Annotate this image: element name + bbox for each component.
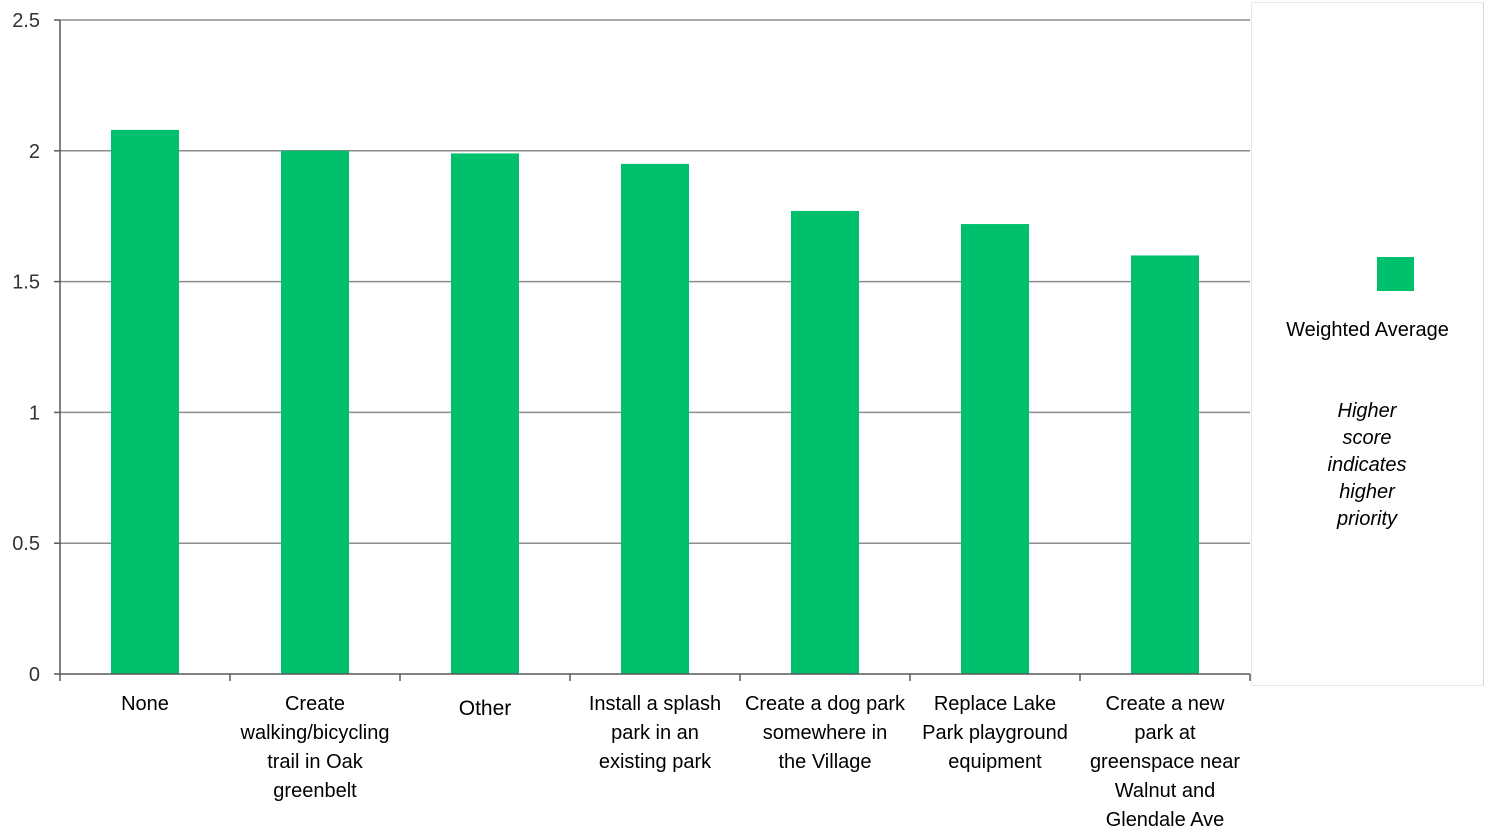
- x-tick-label: Create a new park at greenspace near Walnut…: [1080, 690, 1250, 835]
- y-tick-label: 1.5: [12, 272, 40, 294]
- x-tick-label-line: park at: [1134, 722, 1196, 744]
- y-tick-label: 0.5: [12, 533, 40, 555]
- bar: [281, 150, 349, 675]
- axes: [54, 19, 1251, 681]
- legend-note: Higher score indicates higher priority: [1327, 400, 1407, 530]
- x-tick-label-line: Create a new: [1105, 693, 1225, 715]
- bar: [961, 224, 1029, 674]
- x-tick-label-line: greenbelt: [273, 780, 357, 802]
- bar: [621, 163, 689, 674]
- x-tick-label-line: Walnut and: [1114, 780, 1216, 802]
- x-tick-label: Create walking/bicycling trail in Oak green…: [230, 690, 400, 806]
- x-tick-label: Other: [400, 694, 570, 723]
- y-tick-label: 0: [29, 664, 40, 686]
- x-tick-label-line: equipment: [948, 751, 1042, 773]
- y-tick-label: 2.5: [12, 10, 40, 32]
- x-tick-label-line: park in an: [611, 722, 699, 744]
- bar: [791, 210, 859, 674]
- x-tick-label: Install a splash park in an existing park: [570, 690, 740, 777]
- legend: Weighted Average Higher score indicates …: [1251, 2, 1484, 686]
- x-tick-label-line: Other: [458, 697, 512, 720]
- x-tick-label: None: [60, 690, 230, 719]
- y-tick-label: 2: [29, 141, 40, 163]
- bars: [111, 129, 1199, 675]
- x-tick-label-line: Create a dog park: [744, 693, 906, 715]
- bar: [451, 153, 519, 674]
- x-tick-label-line: Park playground: [922, 722, 1068, 744]
- y-tick-labels: 0 0.5 1 1.5 2 2.5: [12, 10, 40, 686]
- legend-swatch: [1377, 257, 1414, 291]
- bar: [111, 129, 179, 674]
- x-tick-label-line: Glendale Ave: [1105, 809, 1225, 831]
- x-tick-label-line: existing park: [598, 751, 712, 773]
- x-tick-label-line: somewhere in: [762, 722, 888, 744]
- x-tick-label-line: None: [121, 693, 169, 715]
- x-tick-label: Create a dog park somewhere in the Village: [740, 690, 910, 777]
- x-tick-label-line: greenspace near: [1089, 751, 1241, 773]
- x-tick-label-line: Create: [284, 693, 346, 715]
- y-tick-label: 1: [29, 402, 40, 424]
- x-tick-label-line: Replace Lake: [933, 693, 1057, 715]
- x-tick-label-line: Install a splash: [588, 693, 722, 715]
- x-tick-label-line: trail in Oak: [267, 751, 363, 773]
- x-tick-label-line: the Village: [778, 751, 872, 773]
- x-tick-label-line: walking/bicycling: [240, 722, 390, 744]
- x-tick-label: Replace Lake Park playground equipment: [910, 690, 1080, 777]
- bar: [1131, 255, 1199, 674]
- legend-series-name: Weighted Average: [1286, 319, 1449, 341]
